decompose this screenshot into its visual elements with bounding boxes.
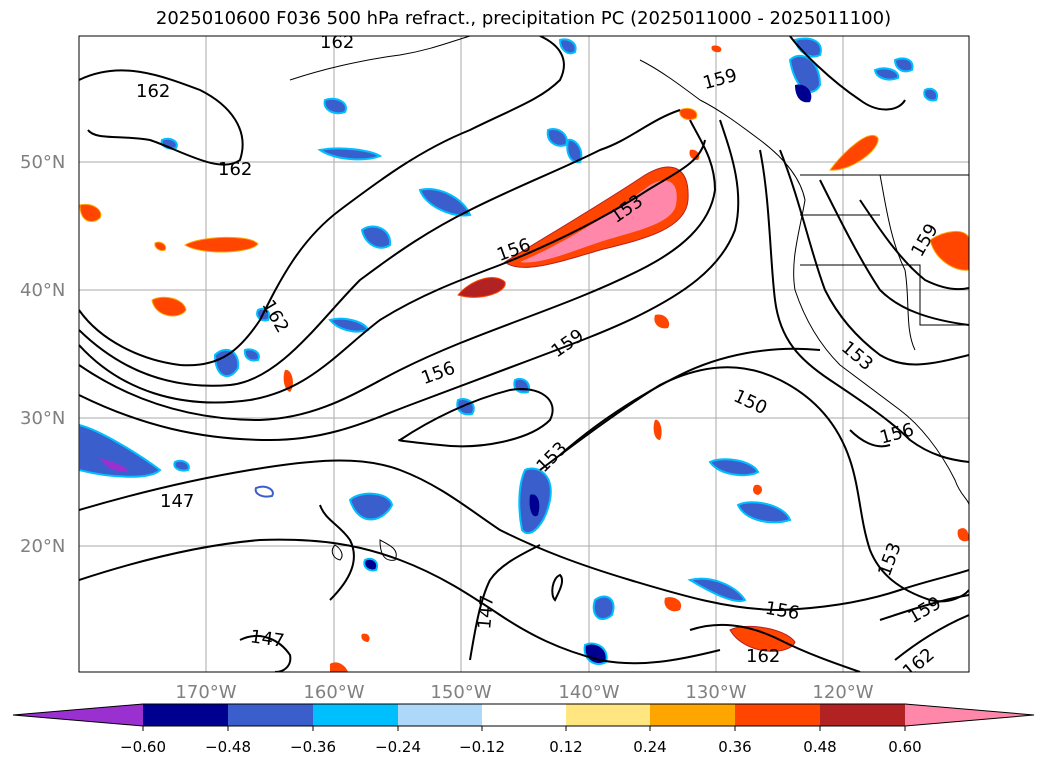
colorbar-tick-label: −0.60 bbox=[120, 738, 166, 756]
lon-label: 130°W bbox=[685, 682, 746, 703]
colorbar-tick-label: 0.12 bbox=[549, 738, 582, 756]
lon-label: 160°W bbox=[303, 682, 364, 703]
colorbar-segment bbox=[735, 704, 820, 726]
map-content: 162 162 162 162 159 159 159 156 156 156 … bbox=[79, 32, 969, 672]
gridlines bbox=[79, 36, 969, 672]
contour-label: 147 bbox=[474, 594, 498, 630]
colorbar-segment bbox=[143, 704, 228, 726]
colorbar-tick-label: 0.60 bbox=[888, 738, 921, 756]
colorbar: −0.60 −0.48 −0.36 −0.24 −0.12 0.12 0.24 … bbox=[12, 703, 1035, 756]
lat-label: 20°N bbox=[20, 536, 65, 557]
colorbar-segment bbox=[650, 704, 735, 726]
colorbar-segment bbox=[398, 704, 482, 726]
colorbar-segment bbox=[566, 704, 650, 726]
colorbar-tick-label: −0.48 bbox=[205, 738, 251, 756]
map-title: 2025010600 F036 500 hPa refract., precip… bbox=[155, 8, 892, 29]
colorbar-tick-label: −0.36 bbox=[290, 738, 336, 756]
lon-label: 170°W bbox=[175, 682, 236, 703]
lat-label: 40°N bbox=[20, 280, 65, 301]
contour-label: 147 bbox=[160, 491, 194, 512]
lon-axis: 170°W 160°W 150°W 140°W 130°W 120°W bbox=[175, 682, 873, 703]
colorbar-tick-label: 0.24 bbox=[633, 738, 666, 756]
colorbar-segment bbox=[482, 704, 566, 726]
colorbar-segment bbox=[820, 704, 905, 726]
lat-label: 30°N bbox=[20, 408, 65, 429]
colorbar-extend-high bbox=[905, 704, 1034, 726]
colorbar-tick-label: −0.12 bbox=[459, 738, 505, 756]
lat-axis: 50°N 40°N 30°N 20°N bbox=[20, 152, 65, 557]
contour-label: 147 bbox=[249, 626, 286, 652]
contour-label: 162 bbox=[136, 81, 170, 102]
lon-label: 140°W bbox=[558, 682, 619, 703]
contour-lines bbox=[79, 36, 969, 672]
colorbar-tick-label: 0.48 bbox=[803, 738, 836, 756]
map-frame bbox=[78, 35, 970, 673]
colorbar-tick-label: −0.24 bbox=[375, 738, 421, 756]
lon-label: 120°W bbox=[812, 682, 873, 703]
lat-label: 50°N bbox=[20, 152, 65, 173]
contour-label: 162 bbox=[746, 646, 780, 667]
colorbar-extend-low bbox=[13, 704, 143, 726]
contour-label: 162 bbox=[320, 32, 354, 53]
colorbar-segment bbox=[313, 704, 398, 726]
colorbar-segment bbox=[228, 704, 313, 726]
coastlines bbox=[289, 36, 969, 561]
contour-label: 162 bbox=[218, 159, 252, 180]
lon-label: 150°W bbox=[430, 682, 491, 703]
colorbar-tick-label: 0.36 bbox=[718, 738, 751, 756]
map-background bbox=[79, 36, 969, 672]
